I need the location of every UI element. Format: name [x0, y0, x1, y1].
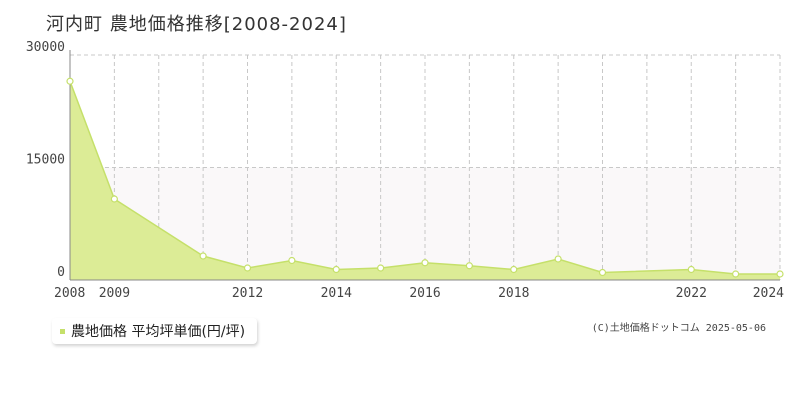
data-point [199, 252, 207, 260]
y-tick-label: 30000 [26, 40, 65, 55]
data-point [288, 256, 296, 265]
data-point [377, 264, 385, 272]
chart-title: 河内町 農地価格推移[2008-2024] [46, 14, 347, 35]
x-tick-label: 2012 [232, 286, 263, 301]
legend: 農地価格 平均坪単価(円/坪) [52, 318, 258, 344]
data-point [243, 264, 252, 272]
area-fill [70, 81, 780, 280]
y-tick-label: 0 [57, 265, 65, 280]
data-point [687, 265, 695, 274]
data-point [465, 262, 473, 270]
x-tick-label: 2018 [498, 286, 529, 301]
data-point [332, 265, 340, 274]
x-tick-label: 2008 [54, 286, 85, 301]
data-point [554, 255, 562, 263]
x-tick-label: 2022 [676, 286, 707, 301]
data-point [598, 268, 607, 277]
legend-label: 農地価格 平均坪単価(円/坪) [71, 324, 246, 340]
data-point [66, 77, 74, 85]
x-tick-label: 2014 [321, 286, 352, 301]
y-tick-label: 15000 [26, 153, 65, 168]
x-tick-label: 2016 [409, 286, 440, 301]
legend-swatch [60, 328, 65, 334]
copyright-credit: (C)土地価格ドットコム 2025-05-06 [591, 323, 766, 334]
data-point [510, 265, 518, 274]
x-tick-label: 2024 [753, 286, 784, 301]
data-point [421, 259, 429, 267]
x-tick-label: 2009 [99, 286, 130, 301]
data-point [110, 195, 118, 203]
data-point [732, 270, 740, 278]
data-point [776, 270, 784, 278]
